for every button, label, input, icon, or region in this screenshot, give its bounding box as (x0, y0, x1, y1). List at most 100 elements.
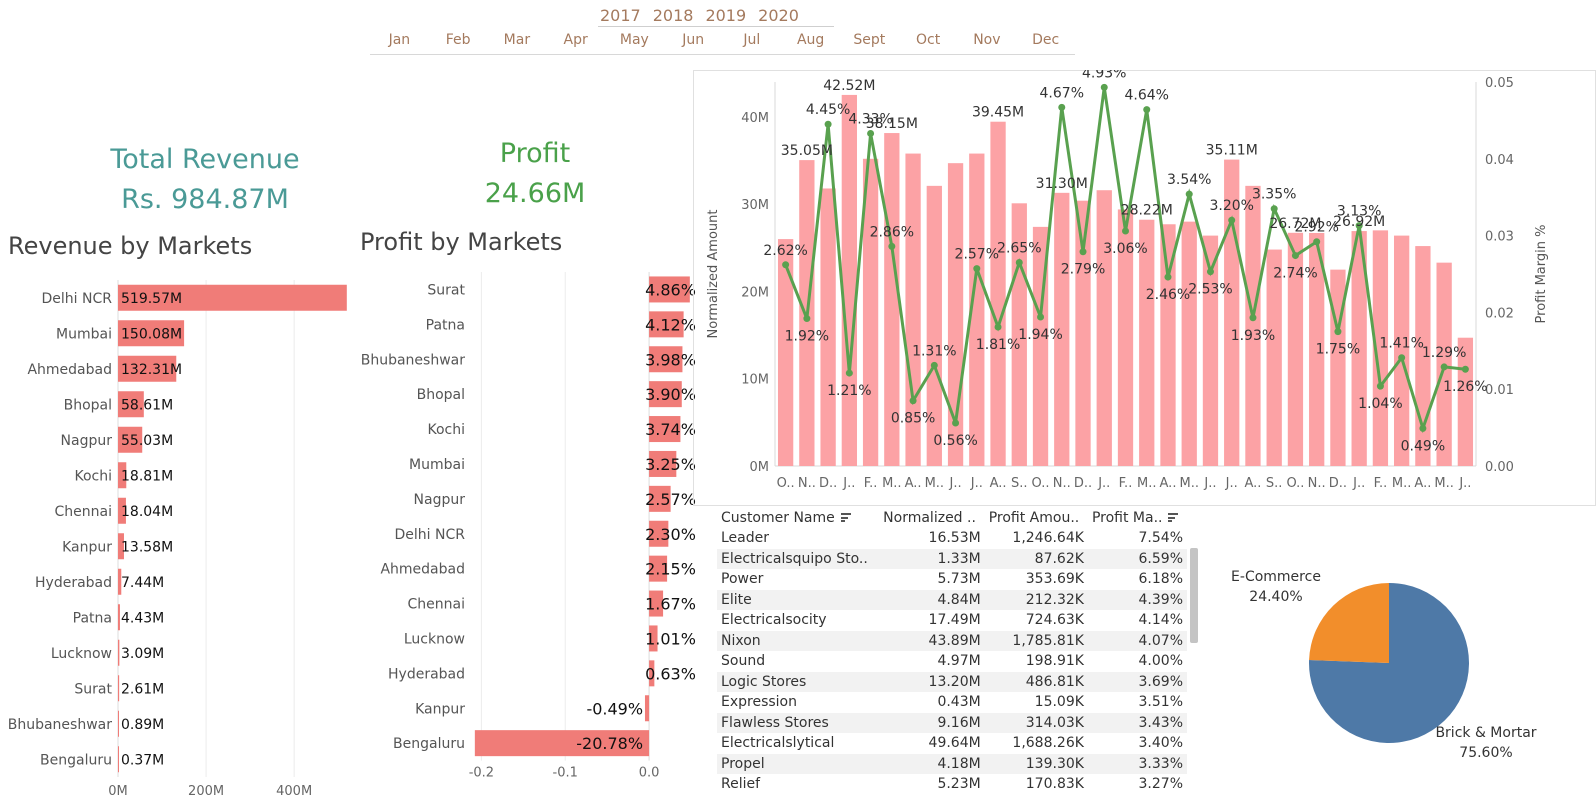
table-row[interactable]: Flawless Stores 9.16M 314.03K 3.43% (717, 712, 1187, 733)
table-row[interactable]: Logic Stores 13.20M 486.81K 3.69% (717, 671, 1187, 692)
amount-bar[interactable] (1181, 221, 1197, 466)
profit-margin-point[interactable] (994, 323, 1002, 331)
profit-margin-point[interactable] (1419, 424, 1427, 432)
amount-bar[interactable] (1266, 249, 1282, 466)
year-2017[interactable]: 2017 (600, 6, 641, 25)
revenue-bar[interactable] (118, 426, 143, 453)
revenue-bar[interactable] (118, 320, 185, 347)
table-row[interactable]: Propel 4.18M 139.30K 3.33% (717, 753, 1187, 774)
amount-bar[interactable] (1372, 230, 1389, 466)
profit-margin-point[interactable] (1015, 258, 1023, 266)
month-apr[interactable]: Apr (563, 32, 588, 48)
profit-margin-point[interactable] (1461, 365, 1469, 373)
profit-margin-point[interactable] (1334, 328, 1342, 336)
amount-bar[interactable] (1287, 232, 1304, 466)
revenue-bar[interactable] (118, 710, 119, 737)
revenue-bar[interactable] (118, 568, 122, 595)
month-dec[interactable]: Dec (1032, 32, 1060, 48)
profit-bar[interactable] (649, 555, 668, 582)
year-2018[interactable]: 2018 (652, 6, 694, 25)
profit-bar[interactable] (649, 625, 658, 652)
profit-margin-point[interactable] (952, 419, 960, 427)
amount-bar[interactable] (969, 153, 985, 466)
month-jun[interactable]: Jun (682, 32, 705, 48)
monthly-combo-chart[interactable]: 0M 10M 20M 30M 40M 0.00 0.01 0.02 0.03 0.04 0.05 No… (693, 70, 1596, 506)
col-profit-amount[interactable]: Profit Amou.. (988, 510, 1080, 526)
table-row[interactable]: Elite 4.84M 212.32K 4.39% (717, 589, 1187, 610)
revenue-bar[interactable] (118, 746, 119, 773)
table-row[interactable]: Relief 5.23M 170.83K 3.27% (717, 774, 1187, 795)
profit-margin-point[interactable] (909, 397, 917, 405)
amount-bar[interactable] (1160, 224, 1176, 466)
month-feb[interactable]: Feb (445, 32, 471, 48)
profit-margin-point[interactable] (1143, 106, 1151, 114)
profit-bar[interactable] (649, 276, 690, 303)
profit-margin-point[interactable] (1440, 363, 1448, 371)
revenue-by-markets-chart[interactable]: Delhi NCR 519.57M Mumbai 150.08M Ahmedabad 13… (0, 270, 360, 807)
amount-bar[interactable] (841, 94, 857, 466)
amount-bar[interactable] (862, 158, 879, 467)
profit-margin-point[interactable] (1079, 248, 1087, 256)
year-2019[interactable]: 2019 (705, 6, 747, 25)
profit-margin-point[interactable] (1270, 205, 1278, 213)
revenue-bar[interactable] (118, 639, 120, 666)
amount-bar[interactable] (1309, 232, 1325, 466)
profit-margin-point[interactable] (930, 361, 938, 369)
month-sept[interactable]: Sept (853, 32, 886, 48)
profit-margin-point[interactable] (1355, 222, 1363, 230)
revenue-bar[interactable] (118, 675, 120, 702)
profit-bar[interactable] (474, 730, 650, 757)
revenue-bar[interactable] (118, 284, 347, 311)
amount-bar[interactable] (820, 188, 836, 466)
channel-pie-chart[interactable]: Brick & Mortar 75.60% E-Commerce 24.40% (1230, 555, 1596, 807)
revenue-bar[interactable] (118, 533, 124, 560)
table-row[interactable]: Nixon 43.89M 1,785.81K 4.07% (717, 630, 1187, 651)
amount-bar[interactable] (990, 121, 1006, 466)
sort-icon[interactable] (1168, 513, 1179, 523)
profit-by-markets-chart[interactable]: Surat 4.86% Patna 4.12% Bhubaneshwar 3.98% Bho… (355, 270, 700, 807)
month-aug[interactable]: Aug (796, 32, 825, 48)
profit-margin-point[interactable] (803, 315, 811, 323)
amount-bar[interactable] (1075, 200, 1091, 466)
profit-margin-point[interactable] (1164, 273, 1172, 281)
profit-bar[interactable] (649, 416, 681, 443)
month-oct[interactable]: Oct (916, 32, 941, 48)
profit-bar[interactable] (649, 590, 664, 617)
profit-bar[interactable] (649, 381, 682, 408)
profit-bar[interactable] (649, 520, 669, 547)
amount-bar[interactable] (926, 185, 942, 466)
profit-margin-point[interactable] (845, 369, 853, 377)
month-jan[interactable]: Jan (388, 32, 411, 48)
table-row[interactable]: Leader 16.53M 1,246.64K 7.54% (717, 528, 1187, 549)
table-row[interactable]: Expression 0.43M 15.09K 3.51% (717, 692, 1187, 713)
profit-margin-point[interactable] (1398, 354, 1406, 362)
pie-slice[interactable] (1309, 583, 1389, 663)
profit-margin-point[interactable] (1291, 252, 1299, 260)
table-row[interactable]: Electricalsocity 17.49M 724.63K 4.14% (717, 610, 1187, 631)
col-customer-name[interactable]: Customer Name (717, 508, 879, 528)
table-row[interactable]: Electricalslytical 49.64M 1,688.26K 3.40% (717, 733, 1187, 754)
profit-margin-point[interactable] (1058, 103, 1066, 111)
table-scrollbar[interactable] (1190, 548, 1198, 643)
profit-margin-point[interactable] (1228, 216, 1236, 224)
sort-icon[interactable] (840, 513, 851, 523)
profit-margin-point[interactable] (782, 261, 790, 269)
profit-margin-point[interactable] (1313, 238, 1321, 246)
revenue-bar[interactable] (118, 497, 126, 524)
profit-margin-point[interactable] (1206, 268, 1214, 276)
revenue-bar[interactable] (118, 391, 144, 418)
revenue-bar[interactable] (118, 462, 127, 489)
month-mar[interactable]: Mar (503, 32, 531, 48)
amount-bar[interactable] (884, 133, 900, 466)
amount-bar[interactable] (1202, 235, 1219, 466)
amount-bar[interactable] (777, 239, 794, 466)
profit-margin-point[interactable] (1100, 83, 1108, 91)
month-may[interactable]: May (619, 32, 649, 48)
col-normalized[interactable]: Normalized .. (883, 510, 976, 526)
amount-bar[interactable] (1096, 190, 1112, 466)
month-jul[interactable]: Jul (743, 32, 761, 48)
table-row[interactable]: Electricalsquipo Sto.. 1.33M 87.62K 6.59% (717, 548, 1187, 569)
profit-margin-point[interactable] (824, 120, 832, 128)
year-2020[interactable]: 2020 (758, 6, 799, 25)
profit-bar[interactable] (649, 660, 655, 687)
